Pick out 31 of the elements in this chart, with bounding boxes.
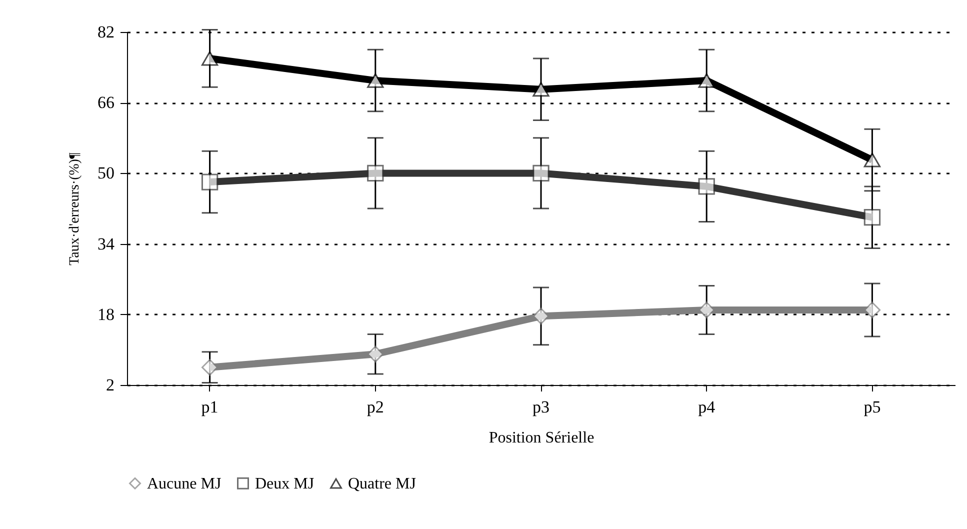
point [698, 178, 715, 195]
x-tick-label: p4 [698, 398, 716, 416]
point [532, 308, 550, 324]
point [367, 73, 384, 88]
point [201, 51, 218, 66]
point [367, 346, 384, 362]
x-tick-label: p1 [201, 398, 218, 416]
y-tick-label: 50 [98, 164, 114, 183]
y-tick-label: 82 [98, 22, 114, 42]
point [201, 174, 218, 190]
x-tick-label: p5 [864, 398, 881, 416]
y-axis-title: Taux·d'erreurs·(%)¶ [68, 152, 82, 266]
y-tick-label: 66 [98, 93, 114, 112]
y-tick-label: 18 [98, 304, 114, 324]
point [864, 302, 881, 318]
legend-label: Quatre MJ [348, 476, 416, 492]
x-tick-label: p2 [366, 398, 384, 416]
point [864, 152, 881, 168]
x-tick-label: p3 [532, 398, 550, 416]
y-tick-label: 2 [106, 376, 114, 394]
point [698, 302, 715, 318]
point [698, 73, 715, 88]
legend-label: Deux MJ [255, 475, 314, 492]
point [864, 208, 881, 226]
x-axis-title: Position Sérielle [488, 430, 594, 446]
point [532, 82, 550, 97]
point [532, 164, 550, 182]
point [201, 359, 218, 376]
legend-label: Aucune MJ [147, 475, 222, 492]
y-tick-label: 34 [98, 234, 115, 254]
point [367, 164, 384, 182]
